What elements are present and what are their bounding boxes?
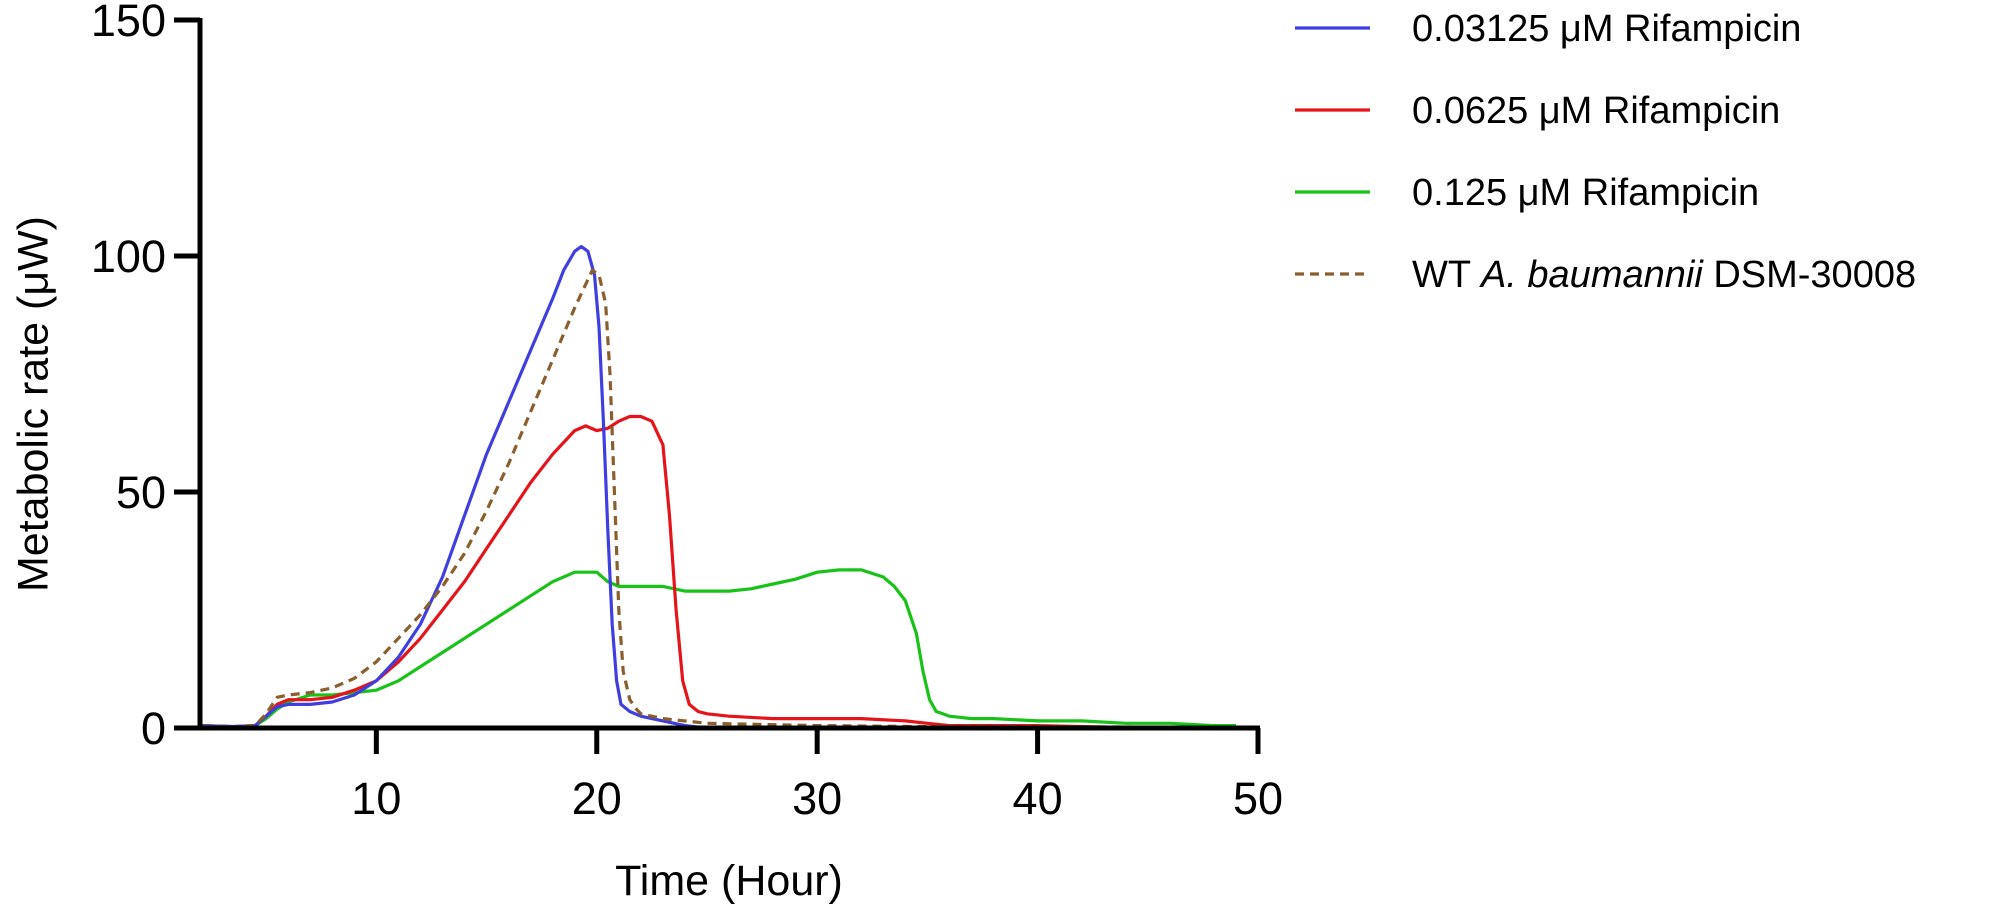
legend-label-3: 0.125 μM Rifampicin (1412, 172, 1759, 214)
series-layer (199, 245, 1236, 730)
series-line-1 (199, 245, 708, 730)
x-tick-label: 40 (1013, 773, 1063, 824)
x-tick-label: 10 (351, 773, 401, 824)
legend: 0.03125 μM Rifampicin 0.0625 μM Rifampici… (1295, 8, 1916, 296)
legend-label-4: WT A. baumannii DSM-30008 (1412, 254, 1916, 296)
x-tick-label: 20 (572, 773, 622, 824)
series-line-3 (199, 568, 1236, 729)
y-tick-label: 0 (141, 703, 166, 754)
legend-label-2: 0.0625 μM Rifampicin (1412, 90, 1780, 132)
y-tick-label: 150 (91, 0, 166, 46)
tick-layer: 0 50 100 150 10 20 30 40 50 (91, 0, 1283, 824)
y-tick-label: 100 (91, 231, 166, 282)
series-line-2 (199, 414, 1148, 730)
y-axis-title: Metabolic rate (μW) (9, 216, 57, 592)
series-line-4 (199, 268, 1236, 729)
x-tick-label: 50 (1233, 773, 1283, 824)
legend-label-1: 0.03125 μM Rifampicin (1412, 8, 1801, 50)
x-tick-label: 30 (792, 773, 842, 824)
x-axis-title: Time (Hour) (615, 857, 843, 905)
y-tick-label: 50 (116, 467, 166, 518)
axes (197, 18, 1260, 731)
